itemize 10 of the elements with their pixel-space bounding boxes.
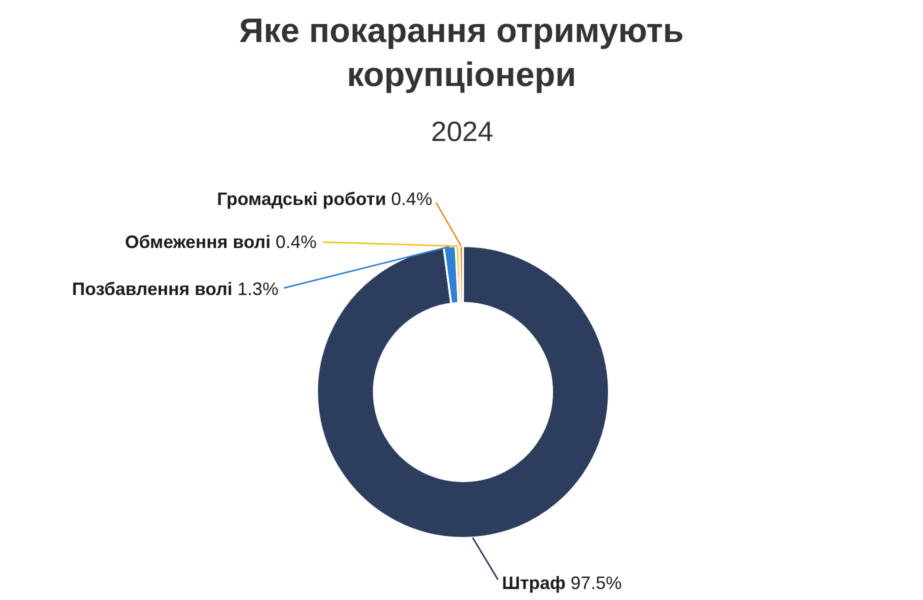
chart-title: Яке покарання отримують корупціонери [239, 12, 684, 94]
slice-label: Громадські роботи [217, 189, 386, 209]
slice-label: Обмеження волі [125, 232, 271, 252]
data-label: 0.4% [391, 189, 432, 209]
slice-label: Штраф [502, 573, 566, 593]
slice-label: Позбавлення волі [72, 279, 232, 299]
data-label: 0.4% [276, 232, 317, 252]
chart-subtitle: 2024 [431, 116, 494, 147]
data-label: 1.3% [237, 279, 278, 299]
data-label: 97.5% [570, 573, 622, 593]
